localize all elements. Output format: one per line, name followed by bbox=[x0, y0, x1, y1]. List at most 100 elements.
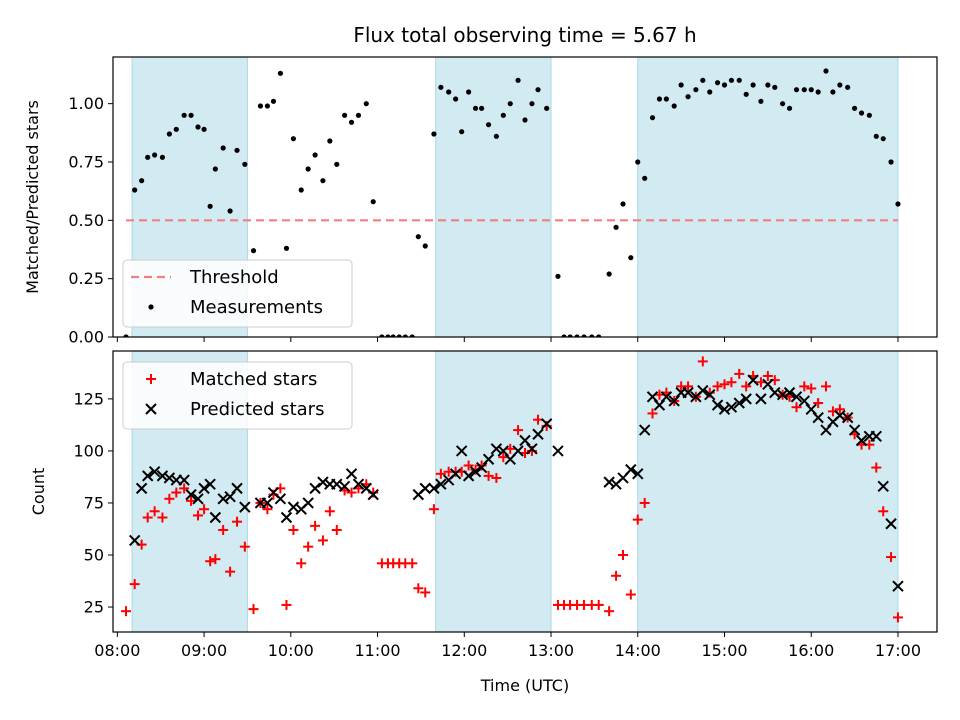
x-stroke-b bbox=[490, 443, 503, 455]
matched-star-point bbox=[149, 506, 160, 517]
x-stroke-b bbox=[317, 476, 329, 488]
predicted-star-point bbox=[725, 401, 738, 413]
x-tick-label: 08:00 bbox=[94, 641, 140, 660]
measurement-point bbox=[459, 129, 465, 135]
plot-frame bbox=[112, 56, 938, 338]
measurement-point bbox=[635, 159, 641, 165]
x-stroke-b bbox=[625, 463, 637, 476]
measurement-point bbox=[123, 334, 129, 337]
legend: Threshold Measurements bbox=[122, 259, 353, 328]
predicted-star-point bbox=[855, 434, 868, 447]
measurement-point bbox=[242, 161, 248, 167]
predicted-star-point bbox=[309, 482, 321, 495]
matched-star-point bbox=[164, 493, 175, 504]
matched-star-point bbox=[218, 525, 229, 536]
x-stroke-b bbox=[261, 497, 274, 509]
measurement-point bbox=[507, 101, 513, 107]
matched-star-point bbox=[513, 425, 524, 436]
matched-star-point bbox=[179, 483, 190, 494]
predicted-star-point bbox=[711, 399, 724, 411]
x-stroke-b bbox=[885, 518, 897, 530]
x-stroke-b bbox=[419, 482, 431, 495]
measurement-point bbox=[544, 105, 550, 111]
matched-star-point bbox=[741, 381, 752, 392]
x-stroke-b bbox=[660, 391, 673, 403]
x-stroke-b bbox=[217, 493, 229, 505]
matched-star-point bbox=[171, 487, 182, 498]
measurement-point bbox=[139, 178, 145, 184]
x-stroke-b bbox=[632, 468, 644, 480]
x-stroke-b bbox=[704, 389, 716, 401]
measurement-point bbox=[250, 248, 257, 254]
matched-star-point bbox=[834, 404, 845, 415]
predicted-star-point bbox=[419, 482, 431, 495]
matched-star-point bbox=[288, 525, 299, 536]
x-stroke-b bbox=[733, 397, 745, 409]
measurement-point bbox=[561, 334, 567, 337]
measurement-point bbox=[500, 112, 506, 118]
x-stroke-b bbox=[267, 486, 280, 499]
measurement-point bbox=[159, 154, 166, 160]
measurement-point bbox=[845, 84, 851, 90]
matched-star-point bbox=[611, 570, 622, 581]
matched-star-point bbox=[463, 460, 474, 471]
matched-star-point bbox=[604, 606, 615, 617]
shaded-interval bbox=[435, 57, 552, 337]
measurement-point bbox=[808, 87, 814, 93]
measurement-point bbox=[529, 101, 535, 107]
measurement-point bbox=[596, 334, 602, 337]
legend-label: Matched stars bbox=[190, 369, 317, 390]
predicted-star-point bbox=[512, 445, 524, 457]
x-stroke-b bbox=[855, 434, 868, 447]
matched-star-point bbox=[726, 377, 737, 388]
matched-star-point bbox=[762, 370, 773, 381]
x-stroke-b bbox=[805, 403, 817, 415]
measurement-point bbox=[728, 77, 735, 83]
measurement-point bbox=[663, 96, 669, 102]
measurement-point bbox=[431, 131, 437, 137]
matched-star-point bbox=[697, 356, 708, 367]
predicted-star-point bbox=[156, 470, 169, 482]
predicted-star-point bbox=[733, 397, 745, 409]
matched-star-point bbox=[262, 504, 273, 515]
predicted-star-point bbox=[204, 478, 216, 490]
matched-star-point bbox=[639, 497, 650, 508]
matched-star-point bbox=[878, 506, 889, 517]
matched-star-point bbox=[331, 525, 342, 536]
measurement-point bbox=[152, 152, 158, 158]
predicted-star-point bbox=[870, 430, 882, 443]
predicted-star-point bbox=[638, 424, 651, 436]
measurement-point bbox=[305, 166, 311, 172]
predicted-star-point bbox=[747, 374, 759, 386]
legend-key-measurement bbox=[148, 304, 154, 310]
measurement-point bbox=[355, 112, 362, 118]
matched-star-point bbox=[142, 512, 153, 523]
matched-star-point bbox=[420, 587, 431, 598]
predicted-star-point bbox=[209, 511, 222, 524]
predicted-star-point bbox=[449, 468, 462, 480]
measurement-point bbox=[830, 89, 836, 95]
x-stroke-b bbox=[367, 488, 379, 501]
predicted-star-point bbox=[625, 463, 637, 476]
measurement-point bbox=[341, 112, 348, 118]
matched-star-point bbox=[806, 383, 817, 394]
measurement-point bbox=[453, 96, 459, 102]
predicted-star-point bbox=[261, 497, 274, 509]
x-stroke-b bbox=[462, 470, 475, 482]
measurement-point bbox=[173, 126, 179, 132]
x-tick-label: 13:00 bbox=[528, 641, 574, 660]
predicted-star-point bbox=[885, 518, 897, 530]
matched-star-point bbox=[892, 612, 903, 623]
measurement-point bbox=[396, 334, 402, 337]
y-tick-label: 1.00 bbox=[68, 94, 104, 113]
predicted-star-point bbox=[469, 466, 482, 478]
matched-star-point bbox=[498, 452, 509, 463]
x-stroke-b bbox=[646, 391, 659, 403]
x-stroke-b bbox=[552, 445, 564, 457]
matched-star-point bbox=[121, 606, 132, 617]
x-stroke-b bbox=[697, 384, 709, 397]
measurement-point bbox=[485, 122, 492, 128]
x-stroke-b bbox=[178, 474, 190, 486]
x-stroke-b bbox=[892, 580, 904, 592]
predicted-star-point bbox=[135, 482, 148, 495]
